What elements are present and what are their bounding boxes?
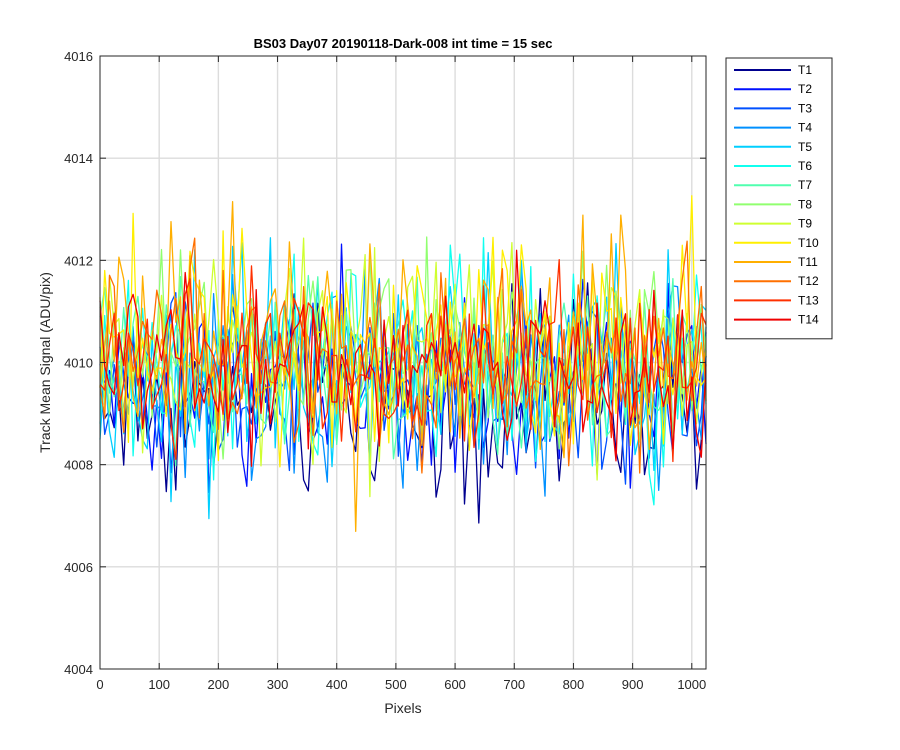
series-line-t9	[99, 237, 707, 498]
x-tick-label: 200	[208, 677, 230, 692]
x-tick-label: 1000	[677, 677, 706, 692]
x-tick-label: 500	[385, 677, 407, 692]
series-line-t12	[99, 237, 707, 474]
y-tick-label: 4014	[64, 151, 93, 166]
x-tick-label: 700	[503, 677, 525, 692]
x-axis-label: Pixels	[384, 700, 421, 716]
x-tick-label: 300	[267, 677, 289, 692]
x-tick-label: 600	[444, 677, 466, 692]
legend-item-label: T3	[798, 101, 812, 115]
legend-item-label: T12	[798, 274, 819, 288]
series-line-t10	[99, 195, 707, 468]
x-tick-label: 0	[96, 677, 103, 692]
legend-item-label: T10	[798, 236, 819, 250]
legend-item-label: T9	[798, 217, 812, 231]
legend-item-label: T11	[798, 255, 818, 269]
x-axis-ticks: 0 100 200 300 400 500 600 700 800 900 1000	[96, 56, 706, 692]
x-tick-label: 100	[148, 677, 170, 692]
legend-item-label: T6	[798, 159, 812, 173]
x-tick-label: 900	[622, 677, 644, 692]
chart-title: BS03 Day07 20190118-Dark-008 int time = …	[254, 36, 553, 51]
series-line-t11	[99, 201, 707, 532]
legend: T1 T2 T3 T4 T5 T6 T7 T8 T9 T10 T11 T12 T13 T14	[725, 57, 833, 340]
y-tick-label: 4012	[64, 253, 93, 268]
legend-item-label: T2	[798, 82, 812, 96]
y-tick-label: 4010	[64, 356, 93, 371]
x-tick-label: 800	[563, 677, 585, 692]
legend-item-label: T4	[798, 121, 812, 135]
y-tick-label: 4004	[64, 662, 93, 677]
legend-item-label: T5	[798, 140, 812, 154]
legend-item-label: T1	[798, 63, 812, 77]
series-line-t14	[99, 249, 707, 467]
legend-item-label: T14	[798, 313, 819, 327]
series-lines	[99, 195, 707, 532]
legend-item-label: T8	[798, 197, 812, 211]
y-tick-label: 4008	[64, 458, 93, 473]
x-tick-label: 400	[326, 677, 348, 692]
y-axis-label: Track Mean Signal (ADU/pix)	[37, 272, 53, 453]
legend-item-label: T7	[798, 178, 812, 192]
y-tick-label: 4006	[64, 560, 93, 575]
legend-item-label: T13	[798, 293, 819, 307]
legend-box	[725, 57, 833, 340]
y-tick-label: 4016	[64, 49, 93, 64]
y-axis-ticks: 4004 4006 4008 4010 4012 4014 4016	[64, 49, 706, 677]
